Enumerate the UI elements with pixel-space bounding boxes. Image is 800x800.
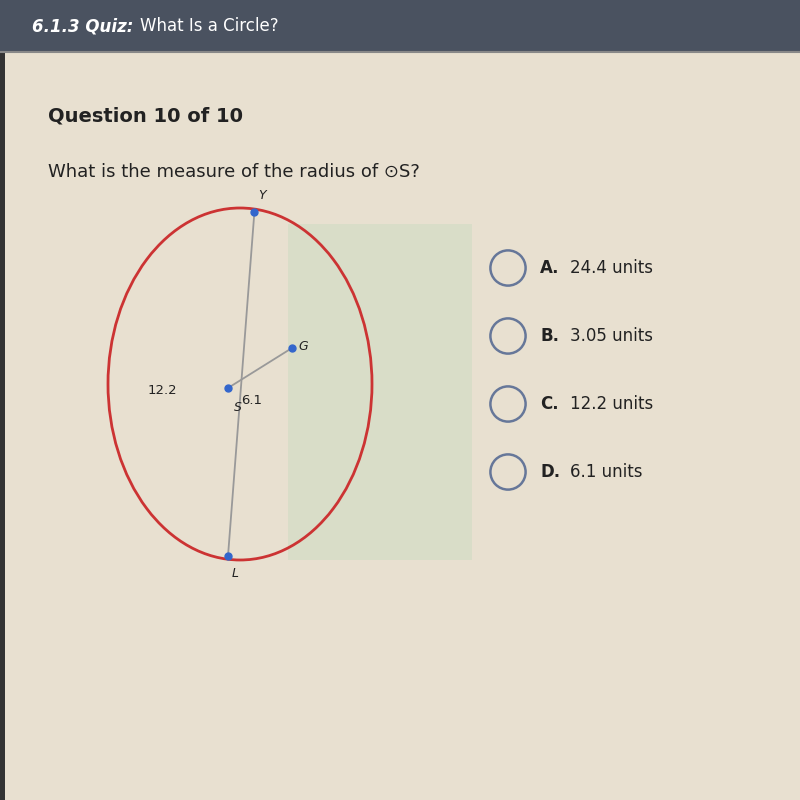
Text: A.: A. [540, 259, 559, 277]
Text: 3.05 units: 3.05 units [570, 327, 653, 345]
Text: D.: D. [540, 463, 560, 481]
Bar [288, 224, 472, 560]
Text: L: L [231, 567, 238, 580]
Text: B.: B. [540, 327, 559, 345]
Text: 6.1: 6.1 [242, 394, 262, 406]
Text: G: G [298, 340, 308, 353]
Bar [0, 52, 5, 800]
Text: S: S [234, 401, 242, 414]
Bar [0, 0, 800, 52]
Text: What is the measure of the radius of ⊙S?: What is the measure of the radius of ⊙S? [48, 163, 420, 181]
Text: What Is a Circle?: What Is a Circle? [140, 17, 278, 35]
Text: 6.1 units: 6.1 units [570, 463, 642, 481]
Text: 6.1.3 Quiz:: 6.1.3 Quiz: [32, 17, 134, 35]
Text: 12.2 units: 12.2 units [570, 395, 653, 413]
Text: C.: C. [540, 395, 558, 413]
Text: 24.4 units: 24.4 units [570, 259, 653, 277]
Text: 12.2: 12.2 [148, 384, 178, 397]
Text: Question 10 of 10: Question 10 of 10 [48, 106, 243, 126]
Text: Y: Y [258, 190, 266, 202]
